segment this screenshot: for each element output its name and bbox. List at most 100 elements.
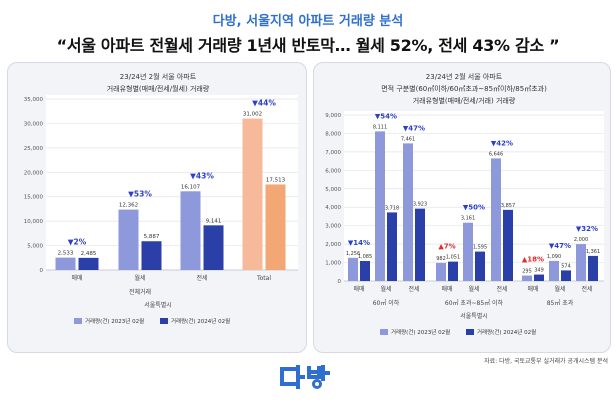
change-label: ▼43% [190,171,214,180]
data-label-2023: 31,002 [243,112,262,118]
y-tick-label: 7,000 [325,150,341,156]
x-tick-label: 전세 [496,285,507,293]
legend-label-2024: 거래량(건) 2024년 02월 [477,328,536,336]
change-label: ▼32% [576,225,598,233]
source-note: 자료: 다방, 국토교통부 실거래가 공개시스템 분석 [484,358,608,365]
change-label: ▼2% [68,238,87,247]
data-label-2024: 3,857 [501,203,515,209]
x-tick-label: 매매 [71,274,82,282]
group-label: 60㎡ 초과~85㎡ 이하 [445,299,504,307]
bar-2024 [561,270,571,281]
data-label-2023: 982 [436,256,446,262]
y-tick-label: 4,000 [325,205,341,211]
y-tick-label: 30,000 [24,121,44,127]
dabang-logo-icon [280,365,330,389]
x-tick-label: 월세 [468,285,479,293]
data-label-2023: 2,000 [574,237,588,243]
region-label: 서울특별시 [460,312,488,320]
legend-label-2023: 거래량(건) 2023년 02월 [85,317,144,325]
x-tick-label: Total [256,275,271,282]
bar-2023 [348,257,358,281]
y-tick-label: 2,000 [325,242,341,248]
bar-2024 [475,251,485,281]
x-tick-label: 전세 [581,285,592,293]
data-label-2024: 3,923 [413,202,427,208]
data-label-2024: 1,361 [586,249,600,255]
data-label-2023: 8,111 [373,124,387,130]
bar-2023 [436,262,446,281]
data-label-2023: 3,161 [461,216,475,222]
bar-2024 [78,257,99,270]
bar-2024 [203,225,224,270]
y-tick-label: 25,000 [24,146,44,152]
bar-2023 [55,257,76,270]
data-label-2024: 1,595 [473,245,487,251]
legend-label-2023: 거래량(건) 2023년 02월 [391,328,450,336]
y-tick-label: 6,000 [325,168,341,174]
bar-2024 [588,255,598,281]
data-label-2024: 3,718 [385,205,399,211]
chart-subtitle: 거래유형별(매매/전세/월세) 거래량 [107,84,210,93]
data-label-2024: 1,051 [446,255,460,261]
legend-swatch-2023 [380,329,388,335]
x-tick-label: 월세 [554,285,565,293]
data-label-2023: 16,107 [181,184,201,190]
change-label: ▼50% [463,204,485,212]
bar-2024 [387,212,397,281]
change-label: ▲7% [438,243,455,251]
y-tick-label: 1,000 [325,261,341,267]
legend-label-2024: 거래량(건) 2024년 02월 [171,317,230,325]
chart-panel-by-area: 23/24년 2월 서울 아파트 면적 구분별(60㎡이하/60㎡초과~85㎡이하… [313,62,611,353]
change-label: ▼42% [491,139,513,147]
data-label-2023: 2,533 [58,251,74,257]
x-tick-label: 전세 [196,274,207,282]
bar-2023 [118,209,139,270]
change-label: ▼47% [403,124,425,132]
change-label: ▼53% [128,190,152,199]
y-tick-label: 35,000 [24,97,44,103]
x-tick-label: 월세 [134,274,145,282]
bar-2024 [534,274,544,281]
dabang-logo [0,364,616,390]
legend-swatch-2024 [466,329,474,335]
report-headline: “서울 아파트 전월세 거래량 1년새 반토막… 월세 52%, 전세 43% … [56,36,560,55]
change-label: ▼47% [549,242,571,250]
group-label: 60㎡ 이하 [373,299,400,307]
x-tick-label: 매매 [353,285,364,293]
data-label-2024: 349 [534,268,544,274]
chart-panel-total: 23/24년 2월 서울 아파트 거래유형별(매매/전세/월세) 거래량 0 5,00… [7,62,307,353]
chart-title: 23/24년 2월 서울 아파트 [426,72,503,81]
y-tick-label: 20,000 [24,170,44,176]
bar-2023 [403,143,413,281]
group-label: 전체거래 [129,288,151,296]
legend-swatch-2023 [74,318,82,324]
data-label-2023: 7,461 [401,136,415,142]
change-label: ▲18% [522,256,544,264]
data-label-2024: 5,887 [144,234,160,240]
bar-2024 [265,184,286,270]
bar-2023 [549,260,559,281]
bar-2023 [522,275,532,281]
y-tick-label: 15,000 [24,195,44,201]
y-tick-label: 0 [40,268,44,274]
legend-swatch-2024 [160,318,168,324]
bar-2023 [463,222,473,281]
data-label-2023: 1,256 [346,251,360,257]
change-label: ▼14% [348,239,370,247]
y-tick-label: 8,000 [325,131,341,137]
bar-2023 [576,244,586,281]
data-label-2024: 1,085 [358,254,372,260]
data-label-2024: 9,141 [206,218,222,224]
y-tick-label: 10,000 [24,219,44,225]
x-tick-label: 매매 [527,285,538,293]
y-tick-label: 3,000 [325,224,341,230]
data-label-2023: 12,362 [119,203,138,209]
bar-2024 [503,209,513,281]
y-tick-label: 5,000 [325,187,341,193]
data-label-2024: 17,513 [266,177,286,183]
x-tick-label: 매매 [441,285,452,293]
data-label-2023: 295 [522,269,532,275]
data-label-2024: 2,485 [81,251,97,257]
bar-2023 [375,131,385,281]
